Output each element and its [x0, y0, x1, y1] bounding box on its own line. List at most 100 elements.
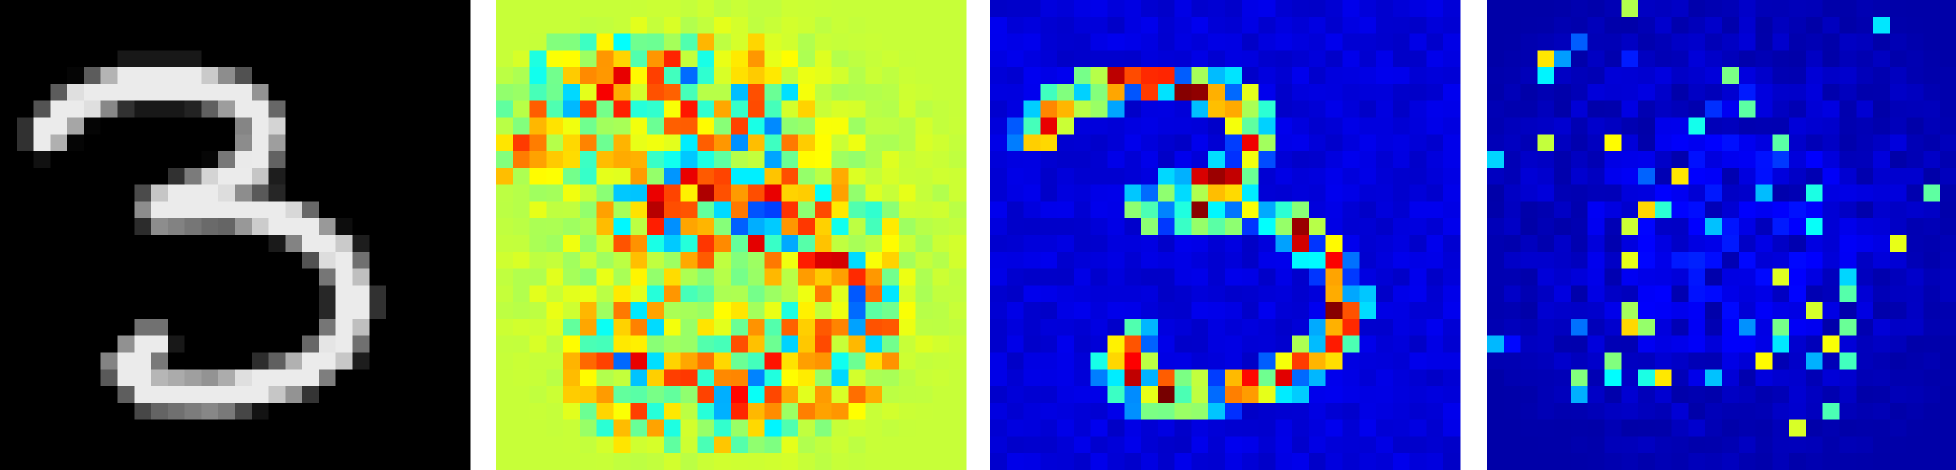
pixel — [352, 251, 370, 270]
pixel — [882, 235, 900, 253]
pixel — [663, 386, 682, 404]
pixel — [932, 285, 950, 303]
pixel — [865, 235, 883, 253]
pixel — [1443, 134, 1461, 152]
pixel — [1006, 436, 1025, 454]
pixel — [134, 251, 152, 270]
pixel — [1839, 436, 1857, 454]
pixel — [1705, 268, 1723, 286]
pixel — [1292, 453, 1310, 470]
pixel — [235, 100, 253, 119]
pixel — [1325, 318, 1344, 337]
pixel — [151, 318, 169, 337]
pixel — [352, 218, 370, 236]
pixel — [714, 436, 732, 454]
pixel — [990, 33, 1008, 51]
pixel — [697, 33, 715, 51]
pixel — [1342, 117, 1360, 135]
pixel — [1487, 201, 1505, 219]
pixel — [1006, 268, 1025, 286]
pixel — [268, 100, 286, 119]
pixel — [1174, 50, 1193, 68]
pixel — [436, 50, 454, 68]
pixel — [50, 235, 68, 253]
pixel — [663, 453, 682, 470]
pixel — [613, 218, 631, 236]
pixel — [1124, 218, 1142, 236]
pixel — [1822, 151, 1841, 169]
pixel — [0, 117, 18, 135]
pixel — [630, 352, 648, 370]
pixel — [117, 318, 135, 337]
pixel — [949, 285, 967, 303]
pixel — [1839, 167, 1857, 186]
pixel — [134, 151, 152, 169]
pixel — [151, 33, 169, 51]
pixel — [714, 33, 732, 51]
pixel — [1141, 67, 1159, 85]
pixel — [1023, 453, 1041, 470]
pixel — [1157, 386, 1176, 404]
pixel — [453, 419, 471, 438]
pixel — [1258, 436, 1276, 454]
pixel — [1822, 436, 1841, 454]
pixel — [1755, 318, 1773, 337]
pixel — [1057, 134, 1075, 152]
pixel — [865, 436, 883, 454]
pixel — [949, 134, 967, 152]
pixel — [747, 50, 766, 68]
pixel — [1537, 436, 1555, 454]
pixel — [596, 50, 615, 68]
pixel — [915, 268, 934, 286]
pixel — [1443, 453, 1461, 470]
pixel — [848, 436, 866, 454]
pixel — [596, 335, 615, 354]
pixel — [1023, 318, 1041, 337]
pixel — [882, 352, 900, 370]
pixel — [50, 100, 68, 119]
pixel — [1073, 386, 1092, 404]
pixel — [386, 386, 404, 404]
pixel — [1654, 318, 1673, 337]
pixel — [1275, 318, 1293, 337]
pixel — [1587, 134, 1606, 152]
pixel — [1805, 100, 1824, 119]
pixel — [1688, 268, 1706, 286]
pixel — [747, 16, 766, 35]
pixel — [932, 318, 950, 337]
pixel — [1107, 167, 1125, 186]
pixel — [83, 16, 102, 35]
pixel — [932, 134, 950, 152]
pixel — [647, 117, 665, 135]
pixel — [1107, 184, 1125, 203]
pixel — [1157, 184, 1176, 203]
pixel — [1856, 386, 1874, 404]
pixel — [1906, 201, 1925, 219]
pixel — [134, 83, 152, 102]
pixel — [352, 184, 370, 203]
pixel — [663, 167, 682, 186]
pixel — [1805, 352, 1824, 370]
pixel — [613, 251, 631, 270]
pixel — [1889, 16, 1908, 35]
pixel — [436, 453, 454, 470]
pixel — [697, 453, 715, 470]
pixel — [1376, 318, 1394, 337]
pixel — [1275, 335, 1293, 354]
pixel — [714, 268, 732, 286]
pixel — [0, 369, 18, 387]
pixel — [453, 167, 471, 186]
pixel — [1443, 302, 1461, 320]
pixel — [1537, 0, 1555, 18]
pixel — [697, 369, 715, 387]
pixel — [235, 201, 253, 219]
pixel — [1940, 33, 1956, 51]
pixel — [1722, 369, 1740, 387]
pixel — [251, 134, 270, 152]
pixel — [1604, 100, 1622, 119]
pixel — [386, 134, 404, 152]
pixel — [563, 167, 581, 186]
pixel — [1426, 201, 1444, 219]
pixel — [1342, 0, 1360, 18]
pixel — [949, 167, 967, 186]
